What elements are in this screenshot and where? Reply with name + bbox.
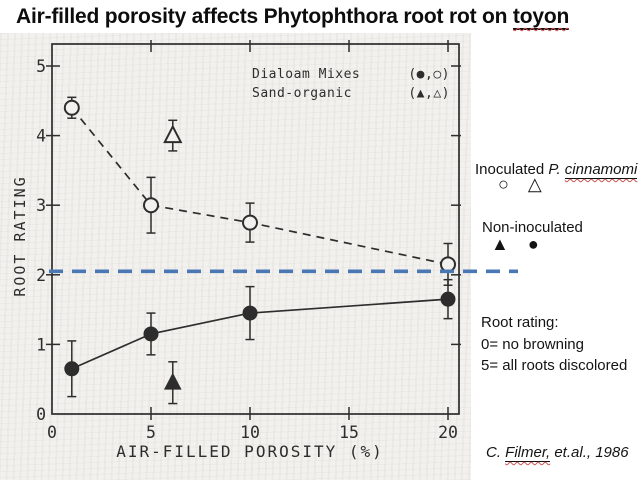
open-circle-marker	[63, 99, 80, 116]
species-name: cinnamomi	[564, 161, 638, 178]
legend-label-dialoam: Dialoam Mixes	[252, 67, 361, 82]
annotation-non-inoculated: Non-inoculated	[482, 219, 583, 236]
x-tick-label: 5	[146, 423, 156, 442]
citation-author: Filmer,	[505, 444, 551, 461]
title-underlined-word: toyon	[512, 5, 570, 28]
x-axis-label: AIR-FILLED POROSITY (%)	[116, 442, 384, 461]
citation-prefix: C.	[486, 444, 506, 461]
dialoam-inoculated-line	[71, 107, 449, 266]
citation: C. Filmer, et.al., 1986	[486, 444, 629, 462]
x-tick-label: 15	[339, 423, 359, 442]
dialoam-non-inoculated-line	[71, 298, 449, 370]
y-tick-label: 3	[36, 196, 46, 215]
citation-suffix: et.al., 1986	[550, 444, 629, 461]
slide-title: Air-filled porosity affects Phytophthora…	[16, 5, 570, 30]
root-rating-max: 5= all roots discolored	[481, 357, 628, 374]
slide-title-text: Air-filled porosity affects Phytophthora…	[16, 5, 513, 28]
open-circle-marker	[143, 197, 159, 214]
x-tick-label: 0	[47, 423, 57, 442]
filled-circle-marker	[440, 291, 456, 307]
y-tick-label: 4	[36, 127, 46, 146]
open-circle-marker	[440, 256, 456, 273]
open-triangle-marker	[163, 124, 183, 144]
filled-circle-marker	[242, 305, 258, 321]
root-rating-key: Root rating: 0= no browning 5= all roots…	[481, 312, 627, 377]
legend-symbols-sand-organic: (▲,△)	[408, 86, 450, 101]
annotation-inoculated: Inoculated P. cinnamomi	[475, 161, 638, 179]
title-underline: toyon	[512, 5, 570, 30]
open-circle-marker	[242, 214, 258, 231]
root-rating-min: 0= no browning	[481, 335, 584, 353]
legend-label-sand-organic: Sand-organic	[252, 86, 352, 101]
x-tick-label: 10	[240, 423, 260, 442]
legend-row-sand-organic: Sand-organic (▲,△)	[252, 86, 450, 101]
species-underline: cinnamomi	[564, 161, 638, 179]
citation-underline: Filmer,	[505, 444, 551, 462]
filled-circle-marker	[143, 326, 159, 342]
y-axis-label: ROOT RATING	[11, 175, 29, 297]
legend-symbols-dialoam: (●,○)	[408, 67, 450, 82]
filled-circle-marker	[64, 361, 80, 377]
y-tick-label: 1	[36, 335, 46, 354]
plot-border	[51, 43, 460, 415]
legend-row-dialoam: Dialoam Mixes (●,○)	[252, 67, 450, 82]
y-tick-label: 2	[36, 266, 46, 285]
y-tick-label: 0	[36, 405, 46, 424]
inoculated-prefix: Inoculated	[475, 161, 549, 178]
x-tick-label: 20	[438, 423, 458, 442]
y-tick-label: 5	[36, 57, 46, 76]
filled-triangle-marker	[163, 372, 182, 390]
non-inoculated-symbols: ▲ ●	[491, 234, 546, 254]
species-abbreviation: P.	[548, 161, 565, 178]
inoculated-symbols: ○ △	[498, 174, 549, 194]
root-rating-heading: Root rating:	[481, 314, 559, 331]
